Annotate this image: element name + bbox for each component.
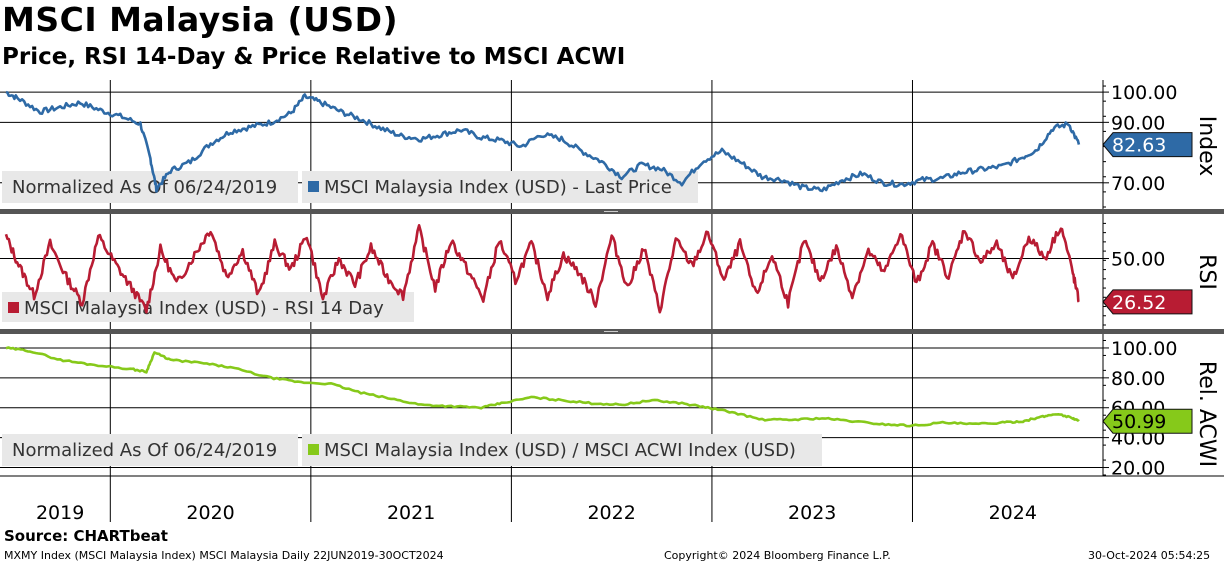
legend-swatch xyxy=(308,181,319,192)
page-title: MSCI Malaysia (USD) xyxy=(2,0,399,39)
legend-box xyxy=(302,171,698,203)
axis-title: Rel. ACWI xyxy=(1194,361,1219,467)
series-line xyxy=(4,224,1080,314)
tick-label: 90.00 xyxy=(1111,112,1165,134)
legend-series-label: MSCI Malaysia Index (USD) / MSCI ACWI In… xyxy=(324,440,796,461)
last-value-tag xyxy=(1102,408,1193,434)
year-label: 2023 xyxy=(788,502,836,524)
tick-label: 20.00 xyxy=(1111,458,1165,480)
copyright: Copyright© 2024 Bloomberg Finance L.P. xyxy=(664,549,891,562)
legend-box xyxy=(302,434,822,466)
tick-label: 100.00 xyxy=(1111,338,1177,360)
tick-label: 70.00 xyxy=(1111,173,1165,195)
tick-label: 50.00 xyxy=(1111,248,1165,270)
legend-series-label: MSCI Malaysia Index (USD) - Last Price xyxy=(324,177,672,198)
timestamp: 30-Oct-2024 05:54:25 xyxy=(1088,549,1211,562)
legend-swatch xyxy=(8,302,19,313)
axis-title: RSI xyxy=(1194,254,1219,290)
series-line xyxy=(5,346,1080,428)
legend-normalized-label: Normalized As Of 06/24/2019 xyxy=(12,440,277,461)
year-label: 2022 xyxy=(587,502,635,524)
last-value-label: 50.99 xyxy=(1112,411,1166,433)
axis-title: Index xyxy=(1194,116,1219,177)
legend-box xyxy=(2,292,414,322)
legend-normalized-label: Normalized As Of 06/24/2019 xyxy=(12,177,277,198)
tick-label: 80.00 xyxy=(1111,368,1165,390)
page-subtitle: Price, RSI 14-Day & Price Relative to MS… xyxy=(2,44,626,70)
tick-label: 100.00 xyxy=(1111,82,1177,104)
year-label: 2019 xyxy=(36,502,84,524)
legend-box xyxy=(2,171,298,203)
year-label: 2020 xyxy=(186,502,234,524)
legend-series-label: MSCI Malaysia Index (USD) - RSI 14 Day xyxy=(24,298,384,319)
series-line xyxy=(5,90,1081,193)
last-value-tag xyxy=(1102,289,1193,315)
last-value-label: 82.63 xyxy=(1112,135,1166,157)
legend-swatch xyxy=(308,444,319,455)
last-value-label: 26.52 xyxy=(1112,292,1166,314)
ticker-info: MXMY Index (MSCI Malaysia Index) MSCI Ma… xyxy=(4,549,444,562)
year-label: 2024 xyxy=(989,502,1037,524)
legend-box xyxy=(2,434,298,466)
year-label: 2021 xyxy=(387,502,435,524)
source-label: Source: CHARTbeat xyxy=(4,527,168,545)
last-value-tag xyxy=(1102,132,1193,158)
